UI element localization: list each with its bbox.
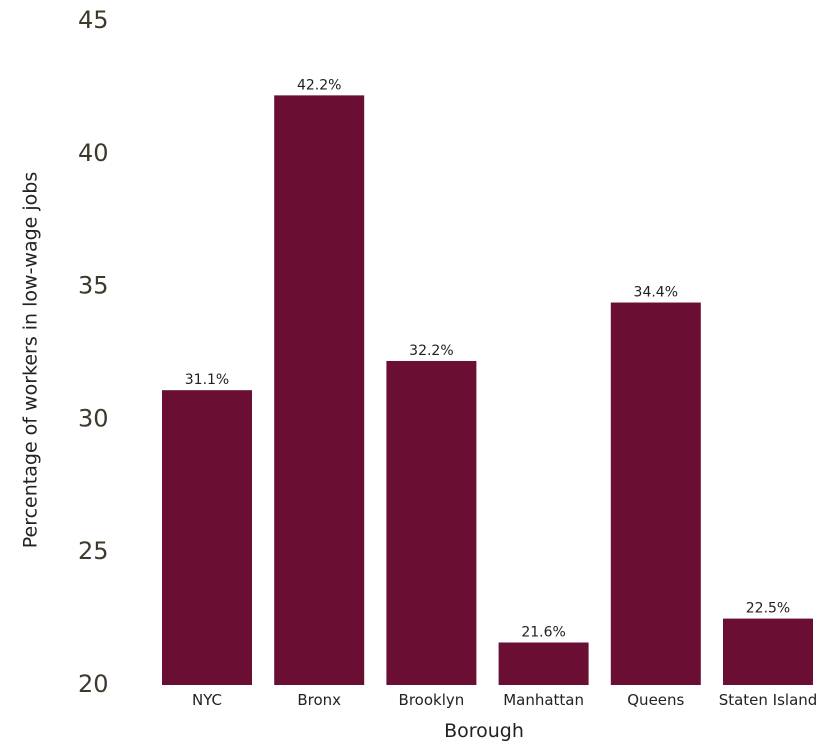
y-tick-label: 45 [78, 6, 109, 34]
y-axis-label: Percentage of workers in low-wage jobs [20, 172, 42, 549]
bar [498, 642, 589, 685]
bars [162, 95, 813, 686]
data-labels: 31.1% 42.2% 32.2% 21.6% 34.4% 22.5% [185, 77, 790, 640]
bar [274, 95, 365, 686]
bar-value-label: 31.1% [185, 372, 229, 388]
bar [723, 618, 813, 685]
x-axis-ticks: NYC Bronx Brooklyn Manhattan Queens Staten Is… [192, 691, 817, 709]
bar [386, 360, 477, 685]
x-tick-label: Bronx [297, 691, 341, 709]
bar-value-label: 22.5% [746, 601, 790, 617]
x-axis-label: Borough [444, 720, 524, 742]
y-tick-label: 30 [78, 404, 109, 432]
x-tick-label: Brooklyn [399, 691, 465, 709]
x-tick-label: Staten Island [719, 691, 818, 709]
y-tick-label: 20 [78, 670, 109, 698]
bar-value-label: 21.6% [521, 625, 565, 641]
bar-value-label: 42.2% [297, 77, 341, 93]
bar-value-label: 34.4% [634, 285, 678, 301]
bar-value-label: 32.2% [409, 343, 453, 359]
y-tick-label: 40 [78, 139, 109, 167]
y-axis-ticks: 20 25 30 35 40 45 [78, 6, 109, 698]
x-tick-label: NYC [192, 691, 222, 709]
bar [610, 302, 701, 685]
x-tick-label: Manhattan [503, 691, 584, 709]
y-tick-label: 35 [78, 272, 109, 300]
x-tick-label: Queens [627, 691, 684, 709]
bar [162, 390, 252, 685]
y-tick-label: 25 [78, 537, 109, 565]
